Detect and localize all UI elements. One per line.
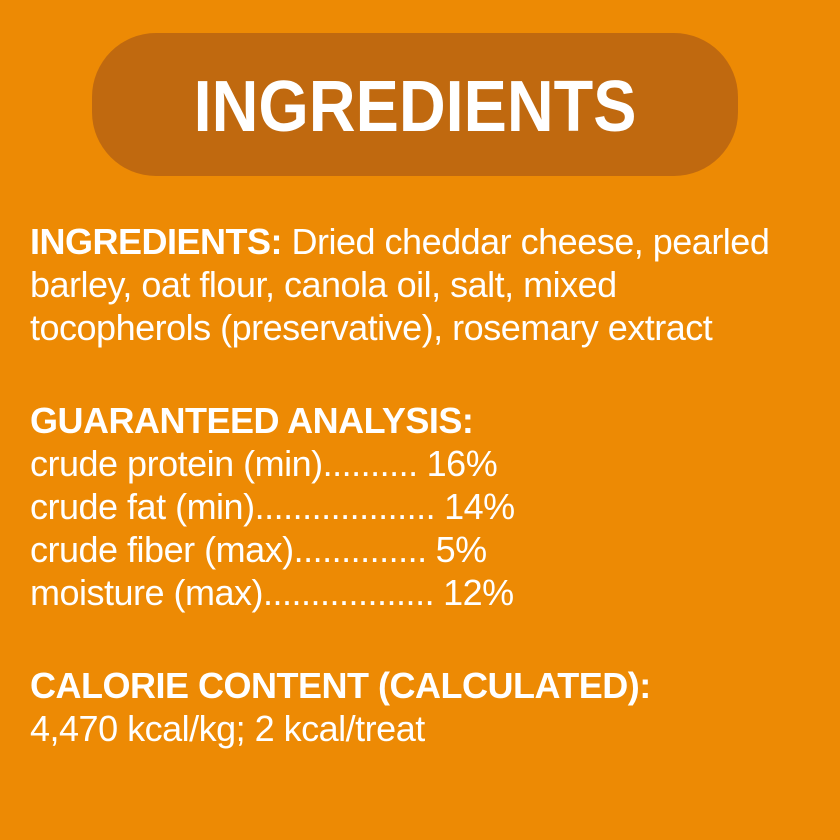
ingredients-paragraph: INGREDIENTS: Dried cheddar cheese, pearl… xyxy=(30,220,778,349)
analysis-row-value: 14% xyxy=(444,486,515,527)
analysis-row-label: crude fat (min) xyxy=(30,486,255,527)
header-pill: INGREDIENTS xyxy=(92,33,738,176)
dot-leader: ................... xyxy=(254,486,436,527)
label-content: INGREDIENTS: Dried cheddar cheese, pearl… xyxy=(30,176,800,750)
dot-leader: .............. xyxy=(293,529,428,570)
analysis-row-label: moisture (max) xyxy=(30,572,264,613)
analysis-row-crude-protein: crude protein (min).......... 16% xyxy=(30,442,800,485)
guaranteed-analysis-table: crude protein (min).......... 16% crude f… xyxy=(30,442,800,614)
analysis-row-crude-fat: crude fat (min)................... 14% xyxy=(30,485,800,528)
analysis-row-moisture: moisture (max).................. 12% xyxy=(30,571,800,614)
analysis-row-crude-fiber: crude fiber (max).............. 5% xyxy=(30,528,800,571)
calorie-content-heading: CALORIE CONTENT (CALCULATED): xyxy=(30,665,651,706)
analysis-row-value: 12% xyxy=(443,572,514,613)
analysis-row-label: crude protein (min) xyxy=(30,443,323,484)
analysis-row-label: crude fiber (max) xyxy=(30,529,294,570)
analysis-row-value: 5% xyxy=(435,529,488,570)
dot-leader: .......... xyxy=(322,443,419,484)
guaranteed-analysis-heading: GUARANTEED ANALYSIS: xyxy=(30,400,474,441)
page-title: INGREDIENTS xyxy=(193,66,637,147)
ingredients-label: INGREDIENTS: xyxy=(30,221,283,262)
dot-leader: .................. xyxy=(263,572,435,613)
calorie-content-value: 4,470 kcal/kg; 2 kcal/treat xyxy=(30,708,425,749)
analysis-row-value: 16% xyxy=(426,443,498,484)
ingredients-text: Dried cheddar cheese, pearled barley, oa… xyxy=(30,221,770,348)
